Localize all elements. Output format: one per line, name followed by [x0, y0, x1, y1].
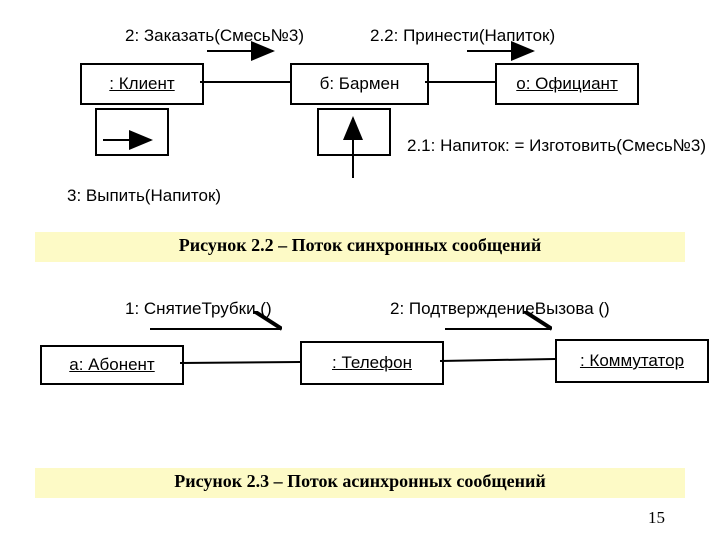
- label-msg2: 2: Заказать(Смесь№3): [125, 26, 304, 46]
- node-self-client: [95, 108, 169, 156]
- label-msg21: 2.1: Напиток: = Изготовить(Смесь№3): [407, 136, 706, 156]
- node-waiter-label: о: Официант: [510, 74, 623, 94]
- label-msg22: 2.2: Принести(Напиток): [370, 26, 555, 46]
- node-client: : Клиент: [80, 63, 204, 105]
- figure-2-2: : Клиент б: Бармен о: Официант 2: Заказа…: [35, 8, 685, 213]
- node-abonent-label: а: Абонент: [63, 355, 160, 375]
- node-abonent: а: Абонент: [40, 345, 184, 385]
- caption-2-2: Рисунок 2.2 – Поток синхронных сообщений: [0, 235, 720, 256]
- node-switch-label: : Коммутатор: [574, 351, 690, 371]
- caption-2-3: Рисунок 2.3 – Поток асинхронных сообщени…: [0, 471, 720, 492]
- node-barman: б: Бармен: [290, 63, 429, 105]
- node-waiter: о: Официант: [495, 63, 639, 105]
- label-msg3: 3: Выпить(Напиток): [67, 186, 221, 206]
- node-client-label: : Клиент: [103, 74, 180, 94]
- label-23-msg2: 2: ПодтверждениеВызова (): [390, 299, 610, 319]
- node-self-barman: [317, 108, 391, 156]
- label-23-msg1: 1: СнятиеТрубки (): [125, 299, 272, 319]
- node-phone-label: : Телефон: [326, 353, 418, 373]
- page-number: 15: [648, 508, 665, 528]
- page: : Клиент б: Бармен о: Официант 2: Заказа…: [0, 0, 720, 540]
- node-switch: : Коммутатор: [555, 339, 709, 383]
- node-barman-label: б: Бармен: [314, 74, 406, 94]
- node-phone: : Телефон: [300, 341, 444, 385]
- figure-2-3: а: Абонент : Телефон : Коммутатор 1: Сня…: [10, 285, 710, 425]
